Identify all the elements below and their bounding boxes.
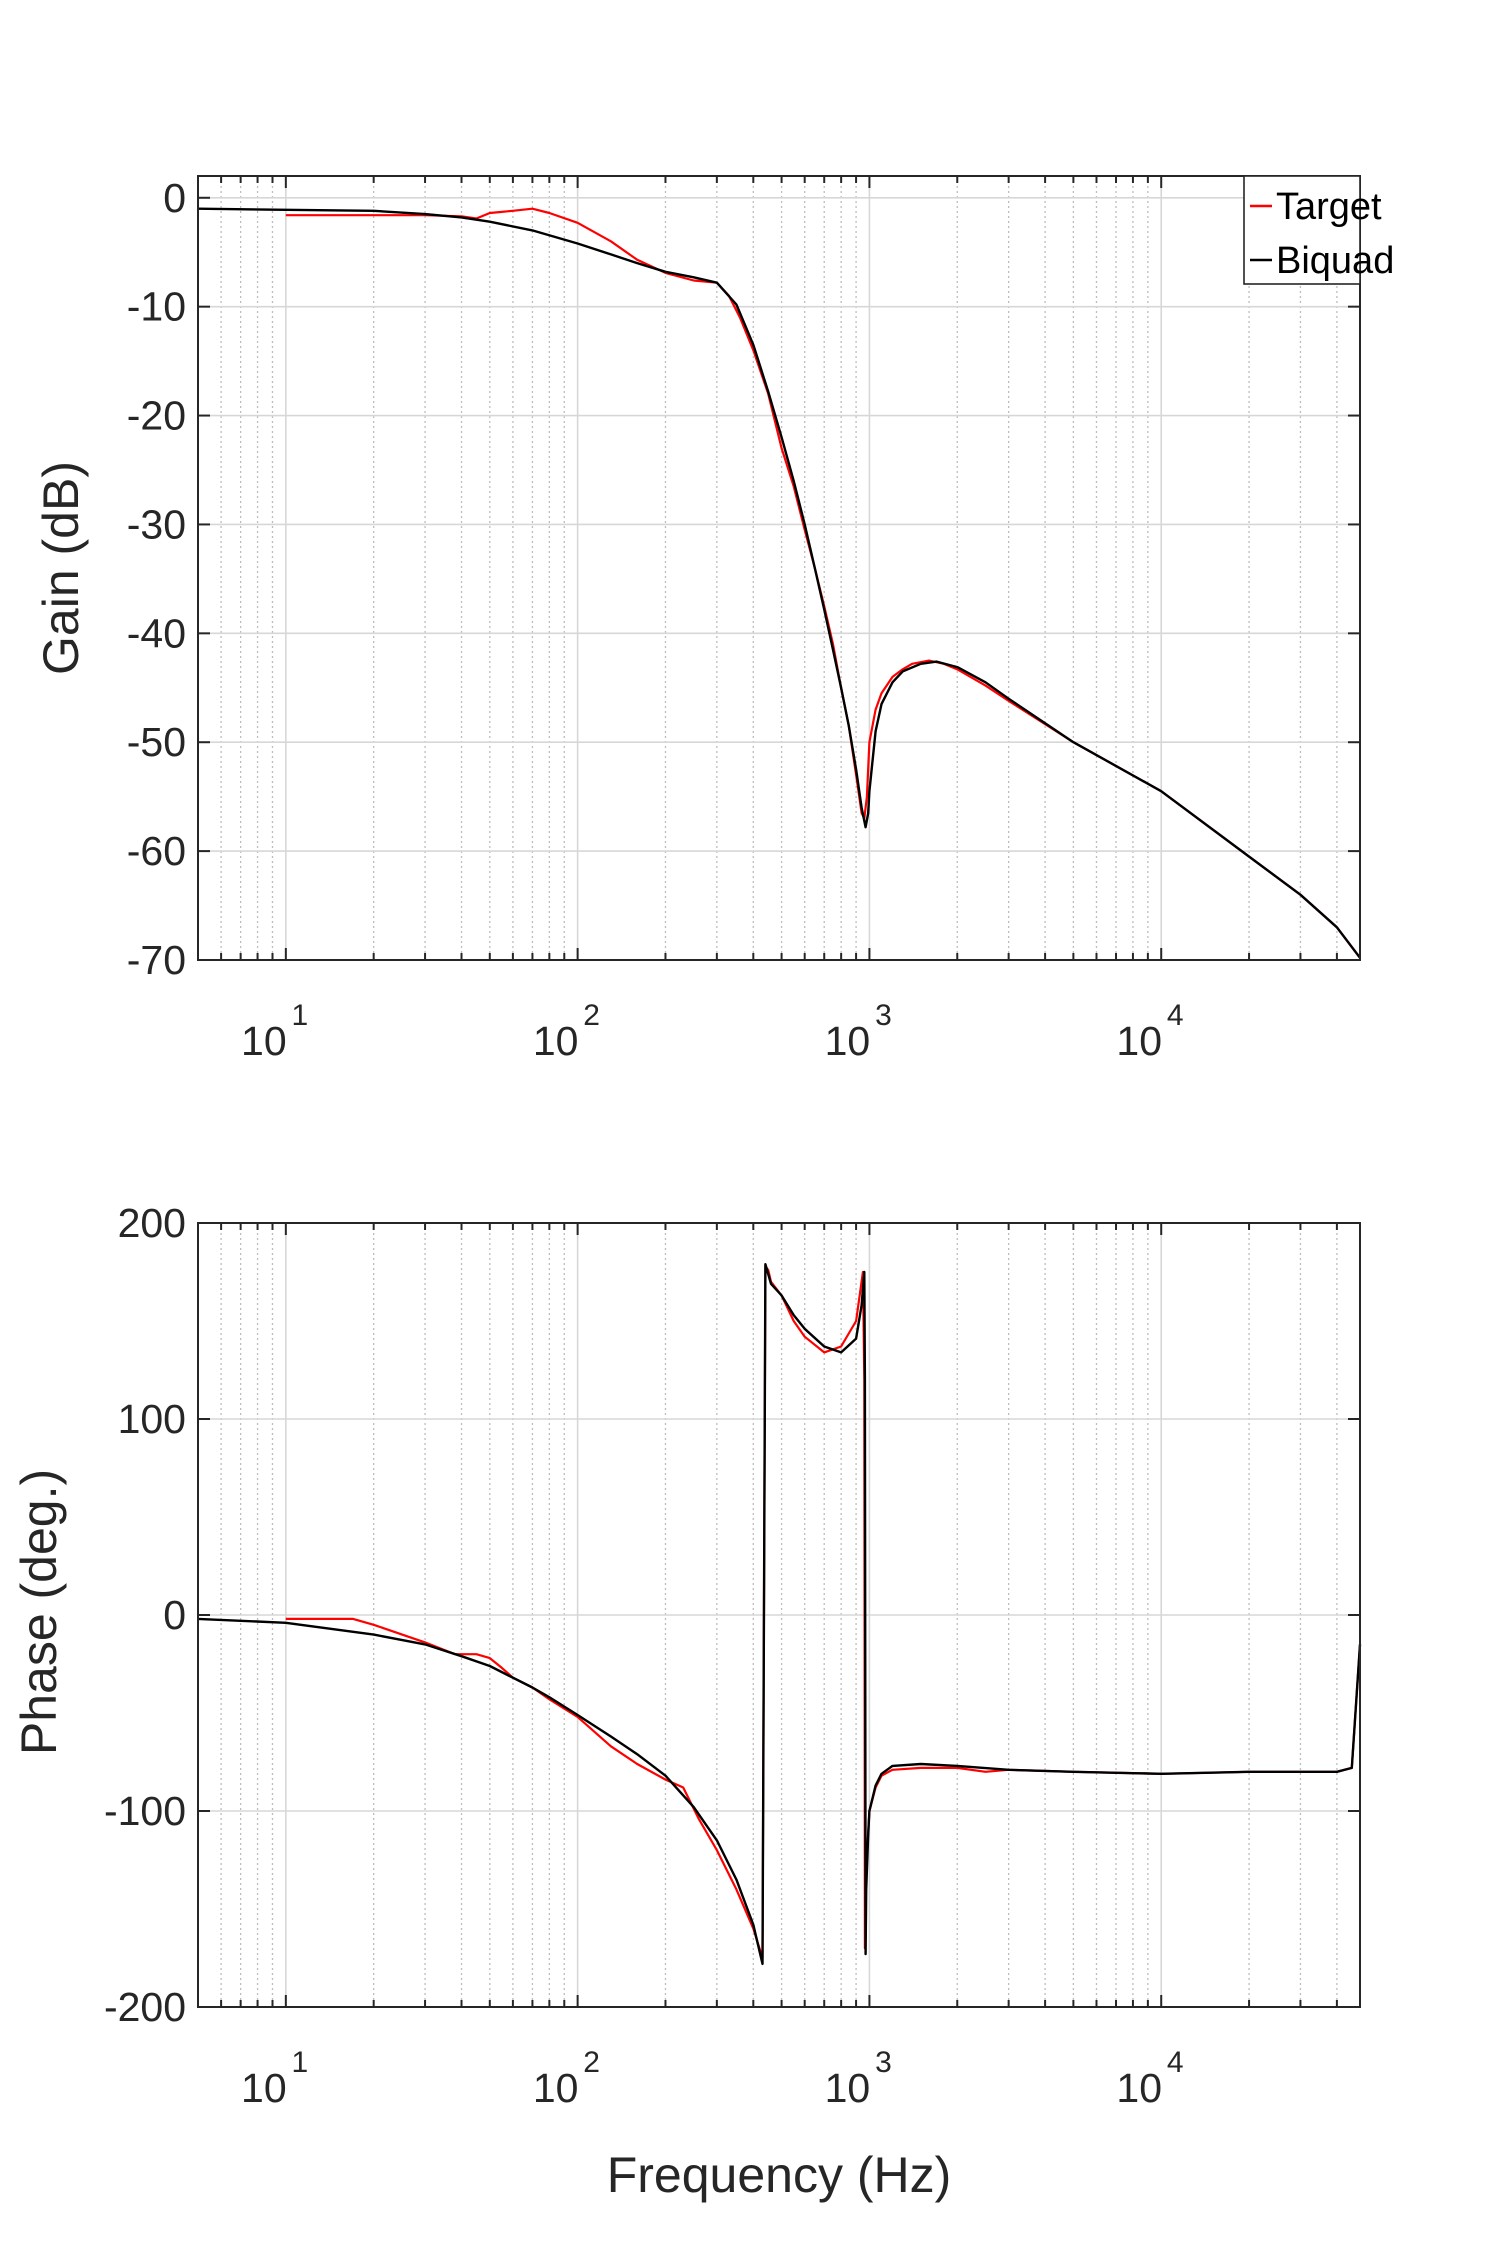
- y-tick-label: 200: [118, 1200, 186, 1246]
- legend-label-target: Target: [1276, 186, 1382, 228]
- y-tick-label: -40: [127, 610, 186, 656]
- y-tick-label: -70: [127, 937, 186, 983]
- x-tick-exponent: 2: [583, 999, 600, 1032]
- x-tick-exponent: 2: [583, 2046, 600, 2079]
- legend-label-biquad: Biquad: [1276, 240, 1394, 282]
- plot-frame: [197, 175, 1361, 961]
- y-axis-label: Phase (deg.): [11, 1469, 67, 1755]
- plot-background: [198, 176, 1360, 960]
- y-tick-label: -200: [104, 1984, 186, 2030]
- x-tick-exponent: 3: [875, 999, 892, 1032]
- legend: Target Biquad: [1243, 175, 1394, 285]
- x-tick-label: 10: [241, 2065, 287, 2111]
- x-tick-label: 10: [241, 1018, 287, 1064]
- tick-marks: [197, 1222, 1360, 2008]
- y-tick-label: -20: [127, 393, 186, 439]
- y-tick-label: -10: [127, 284, 186, 330]
- series-group: [197, 1262, 1362, 1966]
- y-tick-label: 100: [118, 1396, 186, 1442]
- x-axis-label: Frequency (Hz): [607, 2147, 952, 2203]
- legend-box: [1243, 175, 1361, 285]
- series-line-biquad: [197, 207, 1361, 959]
- series-line-biquad: [197, 1262, 1362, 1966]
- y-tick-label: 0: [163, 175, 186, 221]
- series-group: [197, 207, 1361, 959]
- x-tick-label: 10: [825, 1018, 871, 1064]
- x-tick-label: 10: [1116, 1018, 1162, 1064]
- x-tick-label: 10: [825, 2065, 871, 2111]
- y-tick-label: -30: [127, 501, 186, 547]
- x-tick-exponent: 4: [1167, 999, 1184, 1032]
- x-tick-exponent: 3: [875, 2046, 892, 2079]
- x-tick-exponent: 1: [291, 2046, 308, 2079]
- y-tick-label: -60: [127, 828, 186, 874]
- y-tick-label: -100: [104, 1788, 186, 1834]
- y-tick-label: -50: [127, 719, 186, 765]
- y-tick-label: 0: [163, 1592, 186, 1638]
- x-tick-label: 10: [533, 2065, 579, 2111]
- x-tick-label: 10: [1116, 2065, 1162, 2111]
- y-axis-label: Gain (dB): [33, 461, 89, 675]
- x-tick-label: 10: [533, 1018, 579, 1064]
- x-tick-exponent: 4: [1167, 2046, 1184, 2079]
- x-tick-exponent: 1: [291, 999, 308, 1032]
